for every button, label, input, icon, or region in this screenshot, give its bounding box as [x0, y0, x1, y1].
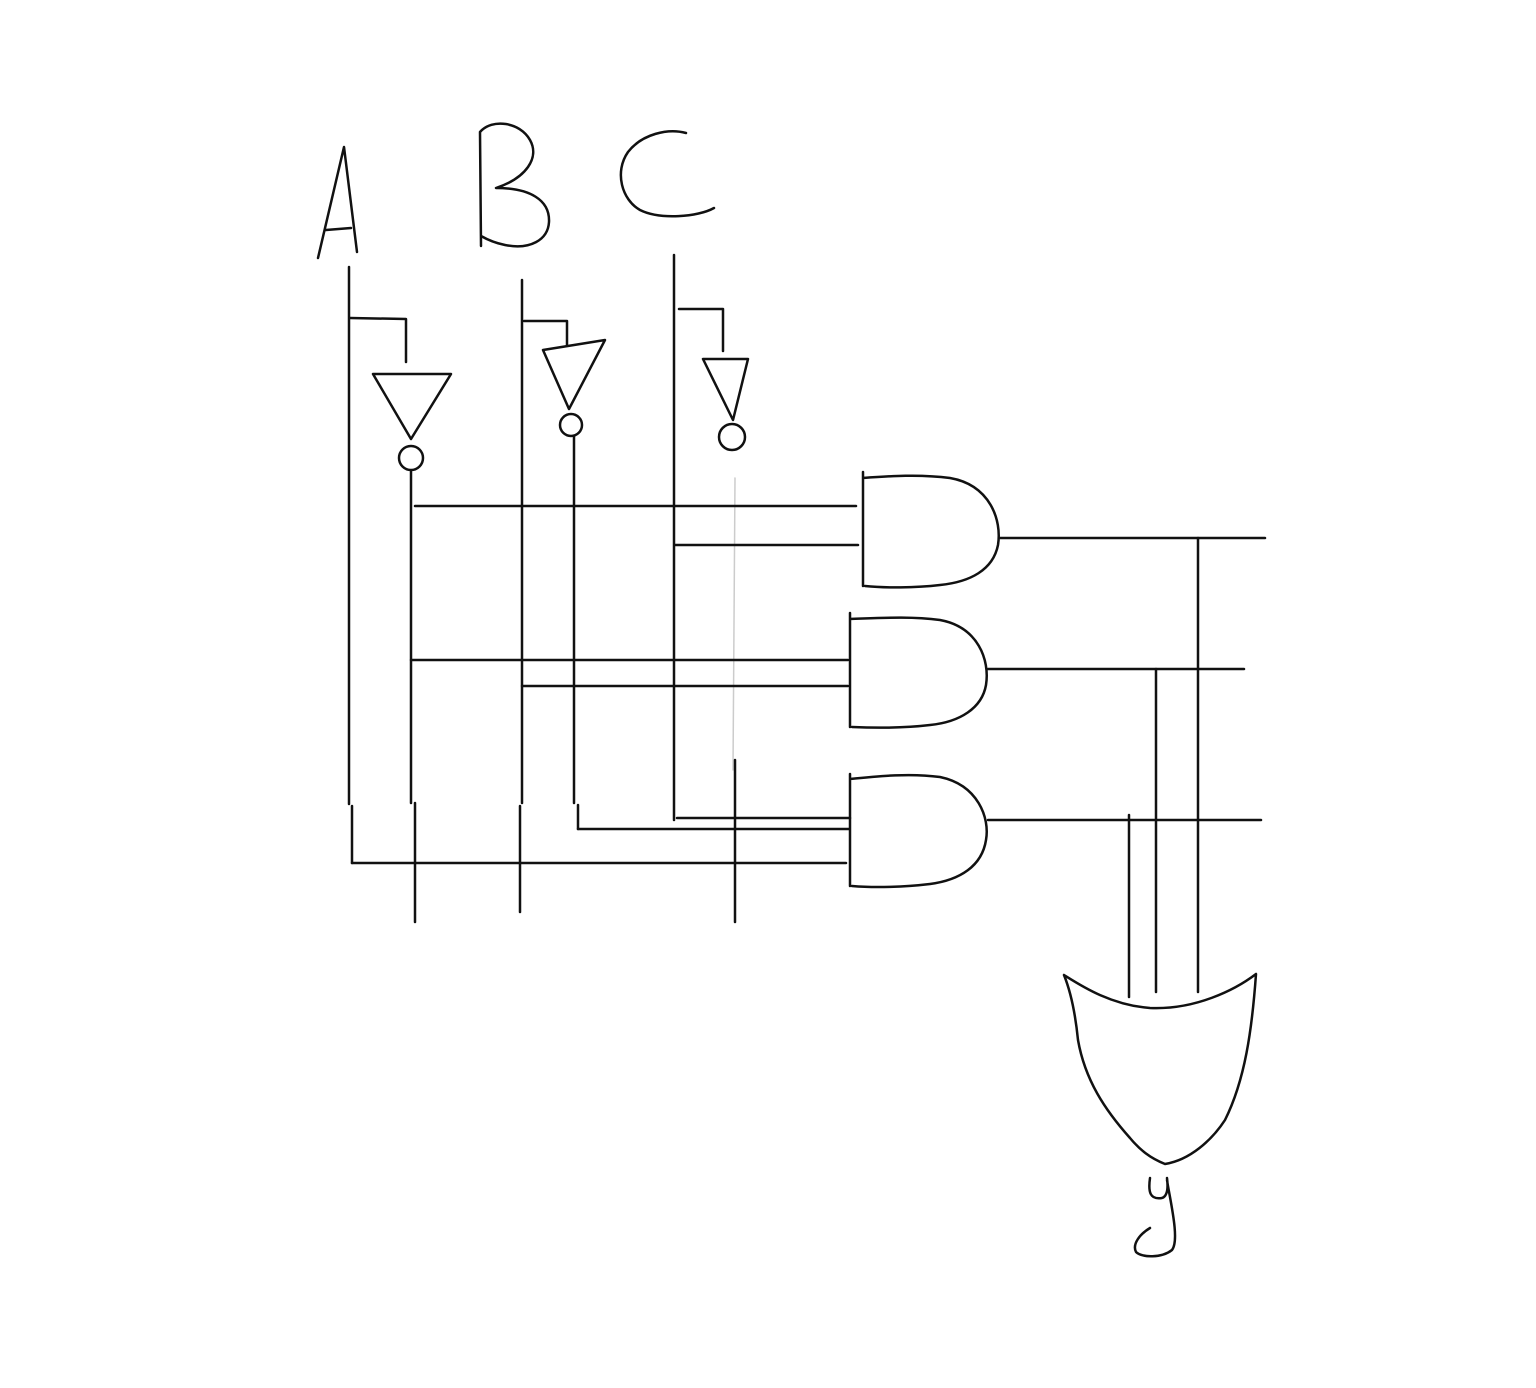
and-gate-1 [861, 470, 1000, 589]
input-label-B-text: B [500, 199, 501, 201]
not-gate-C [677, 307, 750, 452]
or-gate [1062, 972, 1258, 1166]
and-gate-3 [848, 772, 988, 889]
rail-not-C [732, 477, 736, 771]
not-gate-B [522, 319, 607, 438]
input-label-B: B [478, 122, 551, 248]
and-output-wires [986, 536, 1267, 999]
and-gate-2 [848, 611, 988, 729]
not-gate-A [348, 316, 453, 472]
output-label-y-text: y [1155, 1219, 1156, 1221]
input-rails [347, 253, 737, 924]
input-label-C-text: C [660, 179, 661, 181]
input-label-A: A [316, 145, 359, 260]
output-label-y: y [1133, 1176, 1177, 1258]
and-input-wires [350, 504, 860, 865]
input-label-C: C [619, 130, 716, 218]
